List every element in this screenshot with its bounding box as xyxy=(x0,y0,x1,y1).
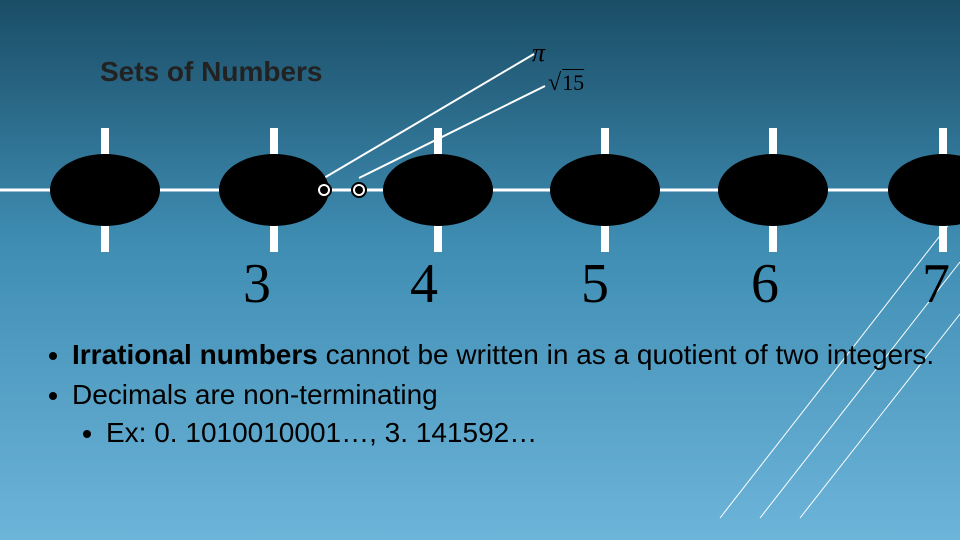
numberline-label-6: 6 xyxy=(751,252,779,316)
bullet-2-sub: Ex: 0. 1010010001…, 3. 141592… xyxy=(106,414,940,452)
slide-title: Sets of Numbers xyxy=(100,56,323,88)
bullet-1-rest: cannot be written in as a quotient of tw… xyxy=(318,339,934,370)
sqrt-value: 15 xyxy=(561,70,584,95)
slide: Sets of Numbers π √15 3 4 5 6 7 Irrational n… xyxy=(0,0,960,540)
bullet-2: Decimals are non-terminating Ex: 0. 1010… xyxy=(72,376,940,452)
sqrt-radical: √ xyxy=(548,70,561,96)
numberline-label-5: 5 xyxy=(581,252,609,316)
sqrt-symbol: √15 xyxy=(548,70,584,97)
bullet-1: Irrational numbers cannot be written in … xyxy=(72,336,940,374)
bullet-list: Irrational numbers cannot be written in … xyxy=(38,336,940,453)
numberline-label-3: 3 xyxy=(243,252,271,316)
pi-symbol: π xyxy=(532,38,545,68)
numberline-label-7: 7 xyxy=(922,252,950,316)
numberline-label-4: 4 xyxy=(410,252,438,316)
bullet-1-strong: Irrational numbers xyxy=(72,339,318,370)
bullet-2-text: Decimals are non-terminating xyxy=(72,379,438,410)
